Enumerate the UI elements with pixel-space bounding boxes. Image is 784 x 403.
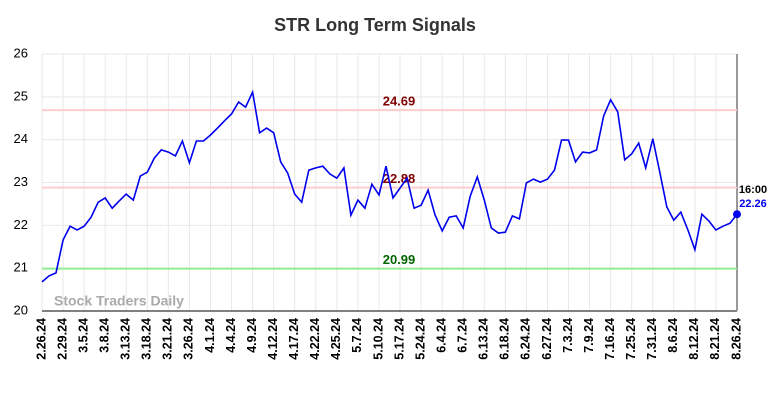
x-tick-label: 4.25.24 bbox=[329, 318, 343, 360]
last-point bbox=[733, 210, 741, 219]
x-tick-label: 7.31.24 bbox=[645, 318, 659, 360]
x-tick-label: 7.16.24 bbox=[603, 318, 617, 360]
x-tick-label: 4.22.24 bbox=[308, 318, 322, 360]
y-tick-label: 20 bbox=[14, 302, 28, 317]
x-tick-label: 3.5.24 bbox=[76, 318, 90, 353]
watermark: Stock Traders Daily bbox=[54, 293, 184, 309]
x-tick-label: 6.7.24 bbox=[456, 318, 470, 353]
y-tick-label: 21 bbox=[14, 260, 28, 275]
x-tick-label: 5.17.24 bbox=[392, 318, 406, 360]
last-value: 22.26 bbox=[739, 198, 767, 210]
x-tick-label: 3.21.24 bbox=[161, 318, 175, 360]
x-tick-label: 6.18.24 bbox=[498, 318, 512, 360]
x-tick-label: 8.6.24 bbox=[666, 318, 680, 353]
x-tick-label: 6.13.24 bbox=[477, 318, 491, 360]
x-tick-label: 6.27.24 bbox=[540, 318, 554, 360]
signal-label: 24.69 bbox=[383, 94, 416, 109]
chart-title: STR Long Term Signals bbox=[274, 15, 476, 35]
y-tick-label: 22 bbox=[14, 217, 28, 232]
x-tick-label: 7.25.24 bbox=[624, 318, 638, 360]
x-tick-label: 7.9.24 bbox=[582, 318, 596, 353]
x-tick-label: 5.10.24 bbox=[371, 318, 385, 360]
x-tick-label: 4.17.24 bbox=[287, 318, 301, 360]
x-tick-label: 2.29.24 bbox=[55, 318, 69, 360]
x-tick-label: 3.18.24 bbox=[140, 318, 154, 360]
signal-label: 22.88 bbox=[383, 171, 416, 186]
x-tick-label: 8.26.24 bbox=[729, 318, 743, 360]
x-tick-label: 3.8.24 bbox=[97, 318, 111, 353]
x-tick-label: 5.24.24 bbox=[413, 318, 427, 360]
x-tick-label: 8.21.24 bbox=[708, 318, 722, 360]
signal-label: 20.99 bbox=[383, 252, 416, 267]
x-tick-label: 4.4.24 bbox=[224, 318, 238, 353]
x-tick-label: 3.13.24 bbox=[119, 318, 133, 360]
x-tick-label: 5.7.24 bbox=[350, 318, 364, 353]
x-tick-label: 4.9.24 bbox=[245, 318, 259, 353]
y-tick-label: 23 bbox=[14, 174, 28, 189]
x-tick-label: 4.1.24 bbox=[203, 318, 217, 353]
x-tick-label: 6.4.24 bbox=[434, 318, 448, 353]
x-tick-label: 4.12.24 bbox=[266, 318, 280, 360]
x-tick-label: 2.26.24 bbox=[34, 318, 48, 360]
last-time: 16:00 bbox=[739, 184, 767, 196]
x-tick-label: 7.3.24 bbox=[561, 318, 575, 353]
x-tick-label: 6.24.24 bbox=[519, 318, 533, 360]
x-tick-label: 3.26.24 bbox=[182, 318, 196, 360]
price-line bbox=[41, 89, 738, 283]
y-tick-label: 24 bbox=[14, 131, 28, 146]
y-tick-label: 26 bbox=[14, 45, 28, 60]
x-tick-label: 8.12.24 bbox=[687, 318, 701, 360]
y-tick-label: 25 bbox=[14, 88, 28, 103]
